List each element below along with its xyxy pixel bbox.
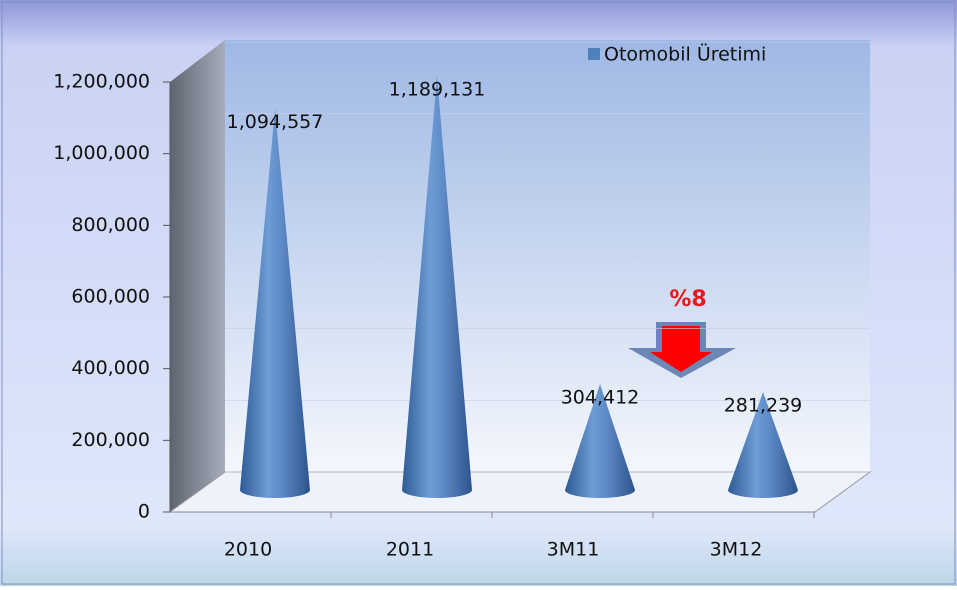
y-tick-label: 800,000 — [71, 214, 150, 236]
value-label: 281,239 — [724, 395, 803, 417]
cone — [402, 75, 472, 498]
y-tick-label: 1,200,000 — [53, 71, 150, 93]
legend-label: Otomobil Üretimi — [604, 43, 766, 66]
cone — [565, 383, 635, 498]
value-label: 1,094,557 — [227, 111, 324, 133]
x-tick-label: 3M12 — [710, 539, 763, 561]
y-tick-label: 400,000 — [71, 357, 150, 379]
annotation: %8 — [669, 287, 706, 312]
value-label: 304,412 — [561, 386, 640, 408]
x-tick-label: 2010 — [224, 539, 272, 561]
y-tick-label: 1,000,000 — [53, 142, 150, 164]
legend-swatch — [588, 48, 600, 60]
x-tick-label: 2011 — [386, 539, 434, 561]
y-tick-label: 600,000 — [71, 286, 150, 308]
back-wall — [225, 40, 870, 472]
cone — [240, 108, 310, 498]
cone — [728, 392, 798, 498]
arrow — [650, 326, 712, 372]
value-label: 1,189,131 — [389, 78, 486, 100]
x-tick-label: 3M11 — [547, 539, 600, 561]
y-tick-label: 200,000 — [71, 429, 150, 451]
side-wall — [170, 40, 225, 512]
y-tick-label: 0 — [138, 501, 150, 523]
